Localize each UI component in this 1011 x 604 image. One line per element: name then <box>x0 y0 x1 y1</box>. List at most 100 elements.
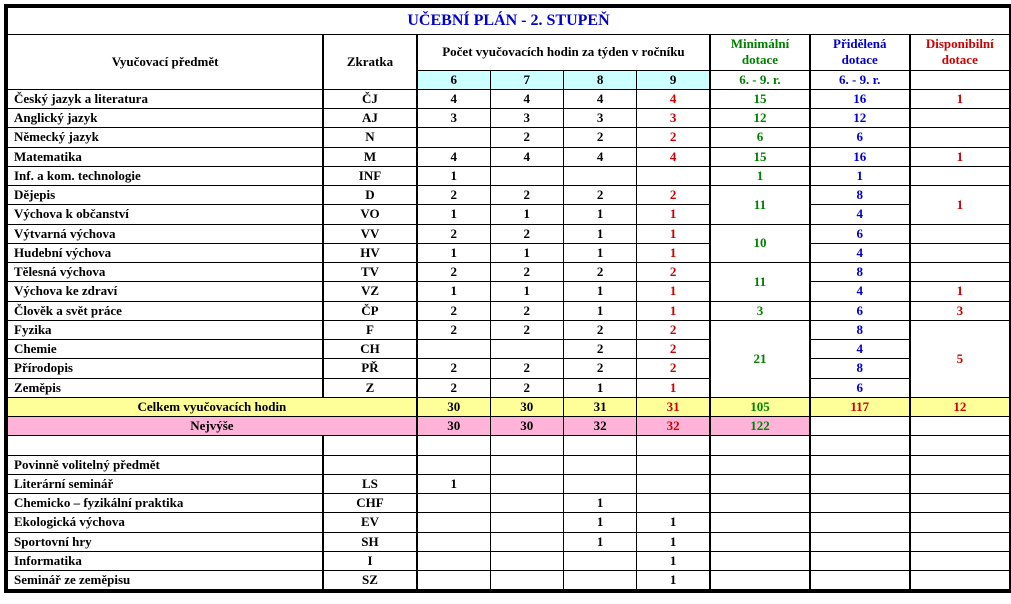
hdr-range-ass: 6. - 9. r. <box>810 70 910 89</box>
grade-cell: 1 <box>637 282 710 301</box>
blank <box>637 455 710 474</box>
blank-cell <box>323 436 417 455</box>
table-row: FyzikaF22222185 <box>8 320 1010 339</box>
assigned-cell: 16 <box>810 89 910 108</box>
blank <box>710 571 810 590</box>
hdr-assigned: Přidělená dotace <box>810 35 910 71</box>
elective-abbrev: SH <box>323 532 417 551</box>
blank <box>910 513 1010 532</box>
subject-name: Výtvarná výchova <box>8 224 324 243</box>
grade-cell: 1 <box>563 282 636 301</box>
blank-cell <box>417 436 490 455</box>
elective-grade: 1 <box>637 532 710 551</box>
grade-cell: 1 <box>563 224 636 243</box>
blank-cell <box>563 436 636 455</box>
grade-cell <box>417 340 490 359</box>
disp-cell: 1 <box>910 282 1010 301</box>
disp-cell <box>910 243 1010 262</box>
grade-cell: 2 <box>637 128 710 147</box>
table-row: Hudební výchovaHV11114 <box>8 243 1010 262</box>
elective-abbrev: I <box>323 551 417 570</box>
table-row: InformatikaI1 <box>8 551 1010 570</box>
min-cell: 6 <box>710 128 810 147</box>
table-row: ZeměpisZ22116 <box>8 378 1010 397</box>
disp-cell: 3 <box>910 301 1010 320</box>
subject-name: Fyzika <box>8 320 324 339</box>
elective-grade <box>563 474 636 493</box>
grade-cell: 2 <box>637 186 710 205</box>
curriculum-table: UČEBNÍ PLÁN - 2. STUPEŇVyučovací předmět… <box>7 7 1010 590</box>
table-row: Inf. a kom. technologieINF111 <box>8 166 1010 185</box>
max-disp <box>910 417 1010 436</box>
blank-cell <box>8 436 324 455</box>
disp-cell <box>910 263 1010 282</box>
table-row: DějepisD22221181 <box>8 186 1010 205</box>
min-cell: 15 <box>710 147 810 166</box>
subject-abbrev: PŘ <box>323 359 417 378</box>
table-row: Sportovní hrySH11 <box>8 532 1010 551</box>
grade-cell: 2 <box>417 224 490 243</box>
total-label: Celkem vyučovacích hodin <box>8 397 417 416</box>
subject-abbrev: ČP <box>323 301 417 320</box>
table-row: Seminář ze zeměpisuSZ1 <box>8 571 1010 590</box>
assigned-cell: 8 <box>810 263 910 282</box>
subject-abbrev: F <box>323 320 417 339</box>
subject-abbrev: VO <box>323 205 417 224</box>
table-row: Literární seminářLS1 <box>8 474 1010 493</box>
subject-name: Český jazyk a literatura <box>8 89 324 108</box>
min-cell: 12 <box>710 109 810 128</box>
min-cell: 21 <box>710 320 810 397</box>
assigned-cell: 6 <box>810 128 910 147</box>
grade-cell: 2 <box>637 340 710 359</box>
min-cell: 11 <box>710 263 810 302</box>
elective-grade: 1 <box>563 494 636 513</box>
table-row: Anglický jazykAJ33331212 <box>8 109 1010 128</box>
grade-cell: 4 <box>637 147 710 166</box>
grade-cell: 2 <box>490 320 563 339</box>
table-row: Český jazyk a literaturaČJ444415161 <box>8 89 1010 108</box>
table-title: UČEBNÍ PLÁN - 2. STUPEŇ <box>8 8 1010 35</box>
elective-grade <box>563 551 636 570</box>
elective-name: Chemicko – fyzikální praktika <box>8 494 324 513</box>
assigned-cell: 12 <box>810 109 910 128</box>
table-row: Ekologická výchovaEV11 <box>8 513 1010 532</box>
subject-name: Anglický jazyk <box>8 109 324 128</box>
blank <box>910 494 1010 513</box>
hdr-grade-9: 9 <box>637 70 710 89</box>
grade-cell: 2 <box>490 186 563 205</box>
blank <box>910 571 1010 590</box>
blank <box>710 532 810 551</box>
grade-cell: 2 <box>417 263 490 282</box>
assigned-cell: 8 <box>810 186 910 205</box>
table-row: Německý jazykN22266 <box>8 128 1010 147</box>
grade-cell: 2 <box>490 128 563 147</box>
blank <box>417 455 490 474</box>
table-row: Výchova k občanstvíVO11114 <box>8 205 1010 224</box>
subject-abbrev: CH <box>323 340 417 359</box>
grade-cell: 3 <box>490 109 563 128</box>
elective-grade <box>417 551 490 570</box>
subject-name: Hudební výchova <box>8 243 324 262</box>
blank <box>323 455 417 474</box>
elective-grade: 1 <box>637 551 710 570</box>
blank <box>710 551 810 570</box>
assigned-cell: 16 <box>810 147 910 166</box>
disp-cell <box>910 166 1010 185</box>
hdr-hours: Počet vyučovacích hodin za týden v roční… <box>417 35 710 71</box>
hdr-grade-6: 6 <box>417 70 490 89</box>
subject-abbrev: HV <box>323 243 417 262</box>
hdr-grade-7: 7 <box>490 70 563 89</box>
grade-cell: 1 <box>563 243 636 262</box>
table-row: Tělesná výchovaTV2222118 <box>8 263 1010 282</box>
subject-name: Tělesná výchova <box>8 263 324 282</box>
blank <box>810 551 910 570</box>
hdr-available: Disponibilní dotace <box>910 35 1010 71</box>
assigned-cell: 6 <box>810 224 910 243</box>
grade-cell: 1 <box>637 243 710 262</box>
elective-grade: 1 <box>563 513 636 532</box>
blank <box>810 532 910 551</box>
min-cell: 3 <box>710 301 810 320</box>
elective-grade <box>490 513 563 532</box>
elective-header: Povinně volitelný předmět <box>8 455 324 474</box>
subject-name: Inf. a kom. technologie <box>8 166 324 185</box>
